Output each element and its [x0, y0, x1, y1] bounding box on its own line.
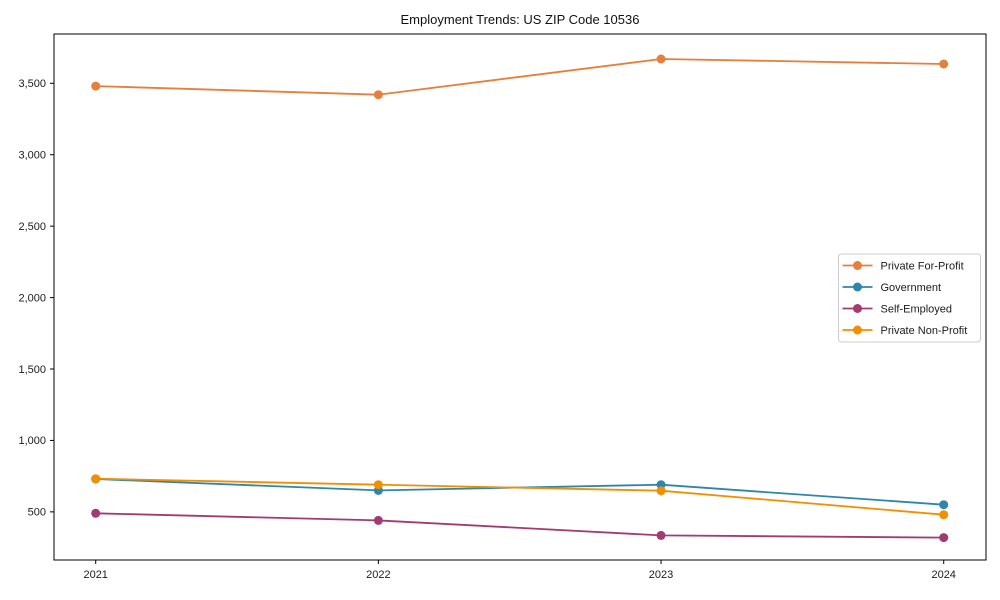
y-tick-label: 2,000 [18, 292, 46, 304]
x-tick-label: 2024 [931, 569, 955, 581]
data-point [656, 486, 666, 496]
legend-marker-icon [853, 282, 862, 292]
y-tick-label: 500 [28, 507, 46, 519]
data-point [373, 90, 383, 100]
data-point [656, 530, 666, 540]
legend-marker-icon [853, 261, 862, 270]
legend-box [838, 253, 981, 343]
data-point [939, 510, 949, 520]
x-tick-label: 2023 [649, 569, 673, 581]
y-tick-label: 3,000 [18, 150, 46, 162]
legend-label: Private For-Profit [881, 260, 964, 272]
plot-frame [53, 33, 987, 561]
series-line [94, 477, 945, 516]
legend-marker-icon [853, 304, 862, 313]
x-tick-label: 2022 [366, 569, 390, 581]
x-tick-label: 2021 [83, 569, 107, 581]
data-point [939, 59, 949, 69]
legend-label: Self-Employed [881, 303, 953, 315]
legend-label: Private Non-Profit [881, 325, 968, 337]
data-point [373, 515, 383, 525]
chart-title: Employment Trends: US ZIP Code 10536 [401, 12, 640, 27]
legend-label: Government [881, 282, 942, 294]
series-line [94, 58, 945, 96]
data-point [91, 81, 101, 91]
data-point [939, 500, 949, 510]
data-point [656, 54, 666, 64]
plot-area: 500 1,000 1,500 2,000 2,500 3,000 3,500 2021 202… [18, 33, 987, 581]
data-point [91, 508, 101, 518]
legend-marker-icon [853, 325, 862, 335]
data-point [91, 474, 101, 484]
y-tick-label: 1,500 [18, 364, 46, 376]
data-point [939, 533, 949, 543]
y-tick-label: 2,500 [18, 221, 46, 233]
y-tick-label: 3,500 [18, 78, 46, 90]
y-tick-label: 1,000 [18, 435, 46, 447]
series-line [94, 512, 945, 539]
data-point [373, 480, 383, 490]
